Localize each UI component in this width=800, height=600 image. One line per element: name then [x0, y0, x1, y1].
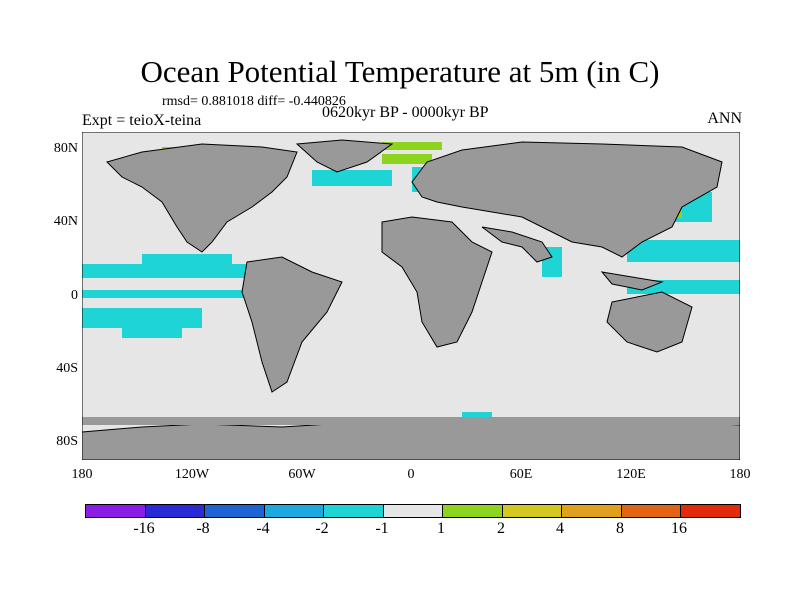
colorbar-label: 16 — [671, 520, 687, 537]
colorbar-label: -4 — [256, 520, 270, 537]
lat-label-0: 0 — [71, 288, 78, 303]
colorbar-swatch — [621, 505, 682, 517]
colorbar-swatch — [383, 505, 444, 517]
lon-label-120e: 120E — [616, 467, 646, 482]
colorbar-swatch — [324, 505, 384, 517]
lon-label-0: 0 — [407, 467, 415, 482]
colorbar-swatch — [562, 505, 622, 517]
colorbar-label: 4 — [556, 520, 564, 537]
period-text: 0620kyr BP - 0000kyr BP — [322, 104, 489, 121]
world-map — [82, 132, 740, 460]
colorbar-swatch — [205, 505, 265, 517]
lon-label-180w: 180 — [71, 467, 93, 482]
colorbar-label: 2 — [497, 520, 505, 537]
lat-label-40s: 40S — [56, 361, 78, 376]
lon-label-60e: 60E — [509, 467, 533, 482]
lat-label-40n: 40N — [53, 214, 78, 229]
colorbar — [85, 504, 741, 518]
colorbar-label: -2 — [315, 520, 329, 537]
continents — [82, 139, 740, 460]
colorbar-label: 1 — [437, 520, 445, 537]
lon-label-60w: 60W — [288, 467, 316, 482]
lat-label-80n: 80N — [53, 141, 78, 156]
season-text: ANN — [707, 110, 742, 127]
colorbar-swatch — [86, 505, 146, 517]
experiment-text: Expt = teioX-teina — [82, 112, 202, 129]
colorbar-swatch — [264, 505, 325, 517]
lat-label-80s: 80S — [56, 434, 78, 449]
colorbar-label: -8 — [196, 520, 210, 537]
colorbar-swatch — [681, 505, 741, 517]
colorbar-swatch — [145, 505, 206, 517]
colorbar-label: 8 — [616, 520, 624, 537]
colorbar-swatch — [502, 505, 563, 517]
colorbar-swatch — [443, 505, 503, 517]
colorbar-label: -16 — [133, 520, 155, 537]
lon-label-180e: 180 — [729, 467, 751, 482]
lon-label-120w: 120W — [174, 467, 210, 482]
colorbar-label: -1 — [375, 520, 389, 537]
antarctic-shelf — [82, 417, 740, 425]
stats-text: rmsd= 0.881018 diff= -0.440826 — [162, 94, 346, 109]
plot-title: Ocean Potential Temperature at 5m (in C) — [140, 54, 660, 89]
